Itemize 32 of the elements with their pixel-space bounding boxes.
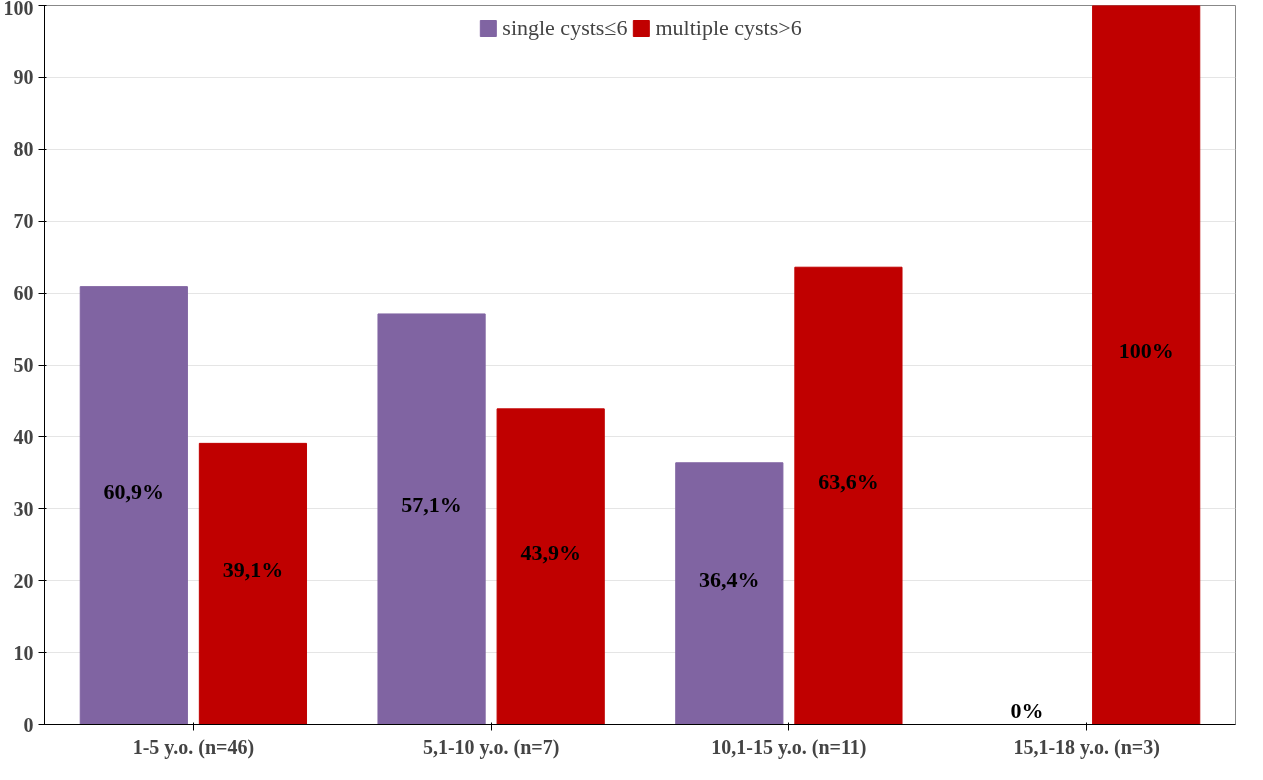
x-tick-label: 10,1-15 y.o. (n=11) <box>711 735 867 759</box>
y-tick-label: 40 <box>13 425 34 448</box>
bar <box>794 266 903 725</box>
y-tick-label: 30 <box>13 497 34 520</box>
y-tick-label: 80 <box>13 138 34 161</box>
data-label: 0% <box>1010 697 1044 723</box>
y-tick-label: 90 <box>13 66 34 89</box>
y-tick-label: 0 <box>23 713 34 736</box>
bar <box>1092 5 1201 725</box>
data-label: 36,4% <box>699 566 760 592</box>
y-tick-label: 10 <box>13 641 34 664</box>
y-tick-label: 20 <box>13 569 34 592</box>
bar <box>377 313 486 725</box>
x-tick-label: 15,1-18 y.o. (n=3) <box>1013 735 1160 759</box>
y-tick-label: 50 <box>13 354 34 376</box>
y-tick-label: 100 <box>3 0 34 19</box>
bar <box>79 286 188 725</box>
x-tick-label: 1-5 y.o. (n=46) <box>132 735 255 759</box>
data-label: 39,1% <box>222 556 284 582</box>
y-tick-label: 70 <box>13 210 34 233</box>
data-label: 60,9% <box>103 478 165 504</box>
data-label: 43,9% <box>520 539 581 565</box>
data-label: 57,1% <box>401 492 462 518</box>
bar <box>675 462 784 725</box>
bar <box>198 442 308 725</box>
legend-label: single cysts≤6 <box>502 15 628 41</box>
y-tick-label: 60 <box>13 282 34 305</box>
legend-label: multiple cysts>6 <box>655 15 802 41</box>
data-label: 63,6% <box>818 468 879 494</box>
x-tick-label: 5,1-10 y.o. (n=7) <box>422 735 560 759</box>
data-label: 100% <box>1118 338 1174 363</box>
bar <box>496 408 605 725</box>
